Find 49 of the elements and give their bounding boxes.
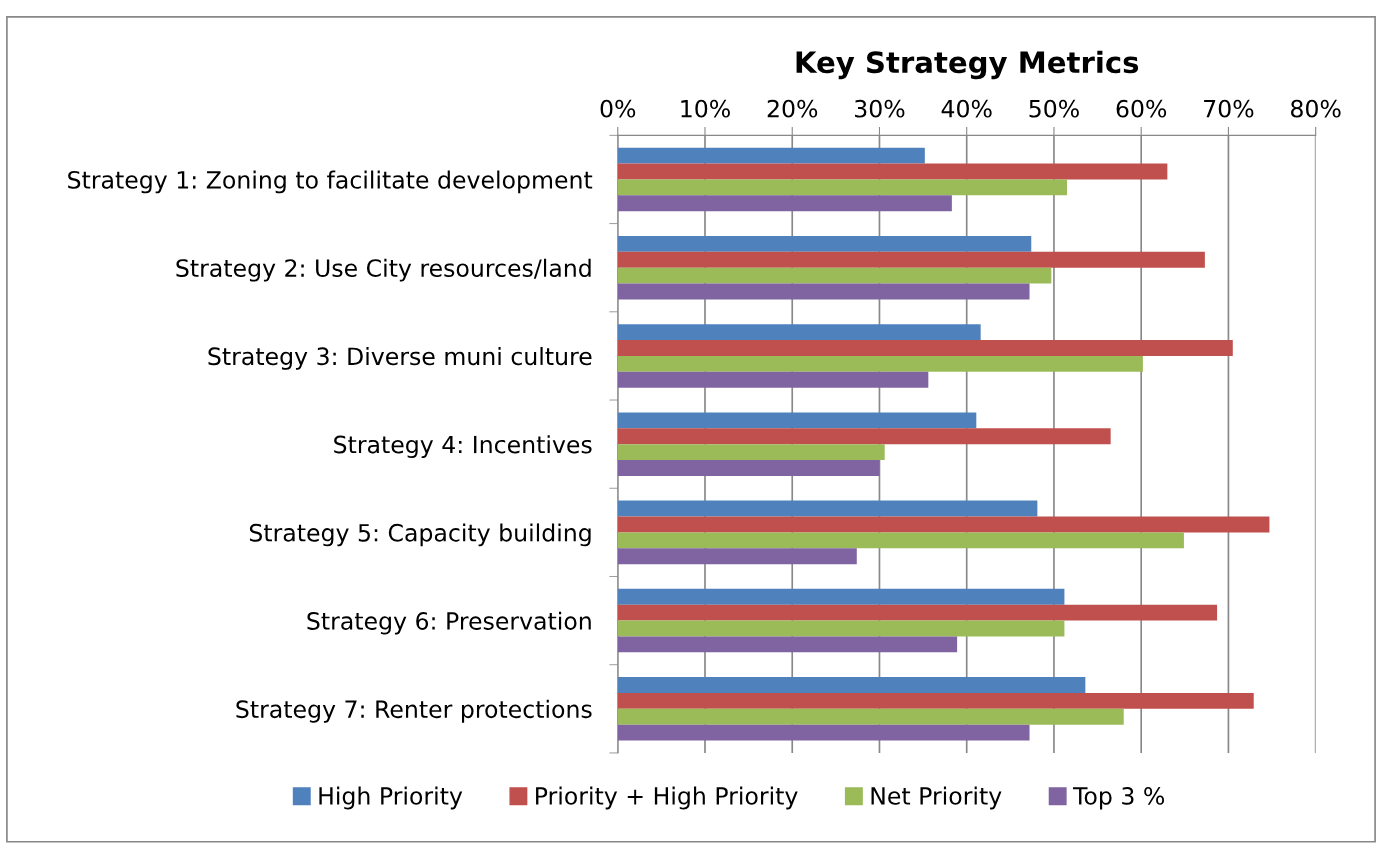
x-tick-label: 10% [681, 99, 730, 118]
x-tick-label: 80% [1291, 99, 1341, 118]
x-tick-label: 40% [941, 99, 992, 118]
legend-label: Net Priority [871, 786, 1002, 810]
bar [617, 179, 1068, 196]
y-tick-label: Strategy 1: Zoning to facilitate development [68, 170, 593, 194]
bar [617, 636, 958, 653]
bar [617, 620, 1065, 637]
y-tick-label: Strategy 6: Preservation [307, 611, 591, 635]
legend-label: Priority + High Priority [536, 786, 798, 810]
x-tick-label: 70% [1204, 99, 1254, 118]
y-tick-label: Strategy 5: Capacity building [249, 523, 591, 547]
bar [617, 340, 1233, 356]
bar [617, 355, 1143, 372]
bar [617, 724, 1030, 741]
bar [617, 604, 1218, 621]
bar [617, 163, 1168, 180]
x-tick-label: 20% [767, 99, 818, 118]
chart-title: Key Strategy Metrics [796, 50, 1139, 80]
bar [617, 195, 952, 212]
bar [617, 548, 857, 565]
bar [617, 147, 925, 164]
bar [617, 460, 880, 476]
bar [617, 588, 1065, 605]
bar [617, 235, 1032, 252]
x-tick-label: 50% [1029, 99, 1079, 118]
bar [617, 532, 1184, 549]
bar [617, 677, 1086, 693]
y-tick-label: Strategy 2: Use City resources/land [176, 258, 591, 282]
bar [617, 324, 981, 341]
x-tick-label: 60% [1116, 99, 1167, 118]
y-tick-label: Strategy 4: Incentives [334, 435, 592, 459]
bar [617, 516, 1270, 533]
bar [617, 283, 1030, 300]
y-tick-label: Strategy 7: Renter protections [236, 699, 592, 723]
bar [617, 708, 1124, 725]
bar [617, 428, 1111, 445]
bar [617, 412, 977, 429]
bar [617, 500, 1038, 517]
bar [617, 251, 1205, 268]
bar [617, 444, 885, 461]
bar [617, 267, 1052, 284]
y-tick-label: Strategy 3: Diverse muni culture [208, 346, 592, 370]
x-tick-label: 30% [855, 99, 905, 118]
bar [617, 692, 1254, 709]
x-tick-label: 0% [600, 99, 636, 118]
legend-label: High Priority [319, 786, 463, 810]
bar [617, 371, 929, 388]
legend-label: Top 3 % [1072, 786, 1165, 810]
